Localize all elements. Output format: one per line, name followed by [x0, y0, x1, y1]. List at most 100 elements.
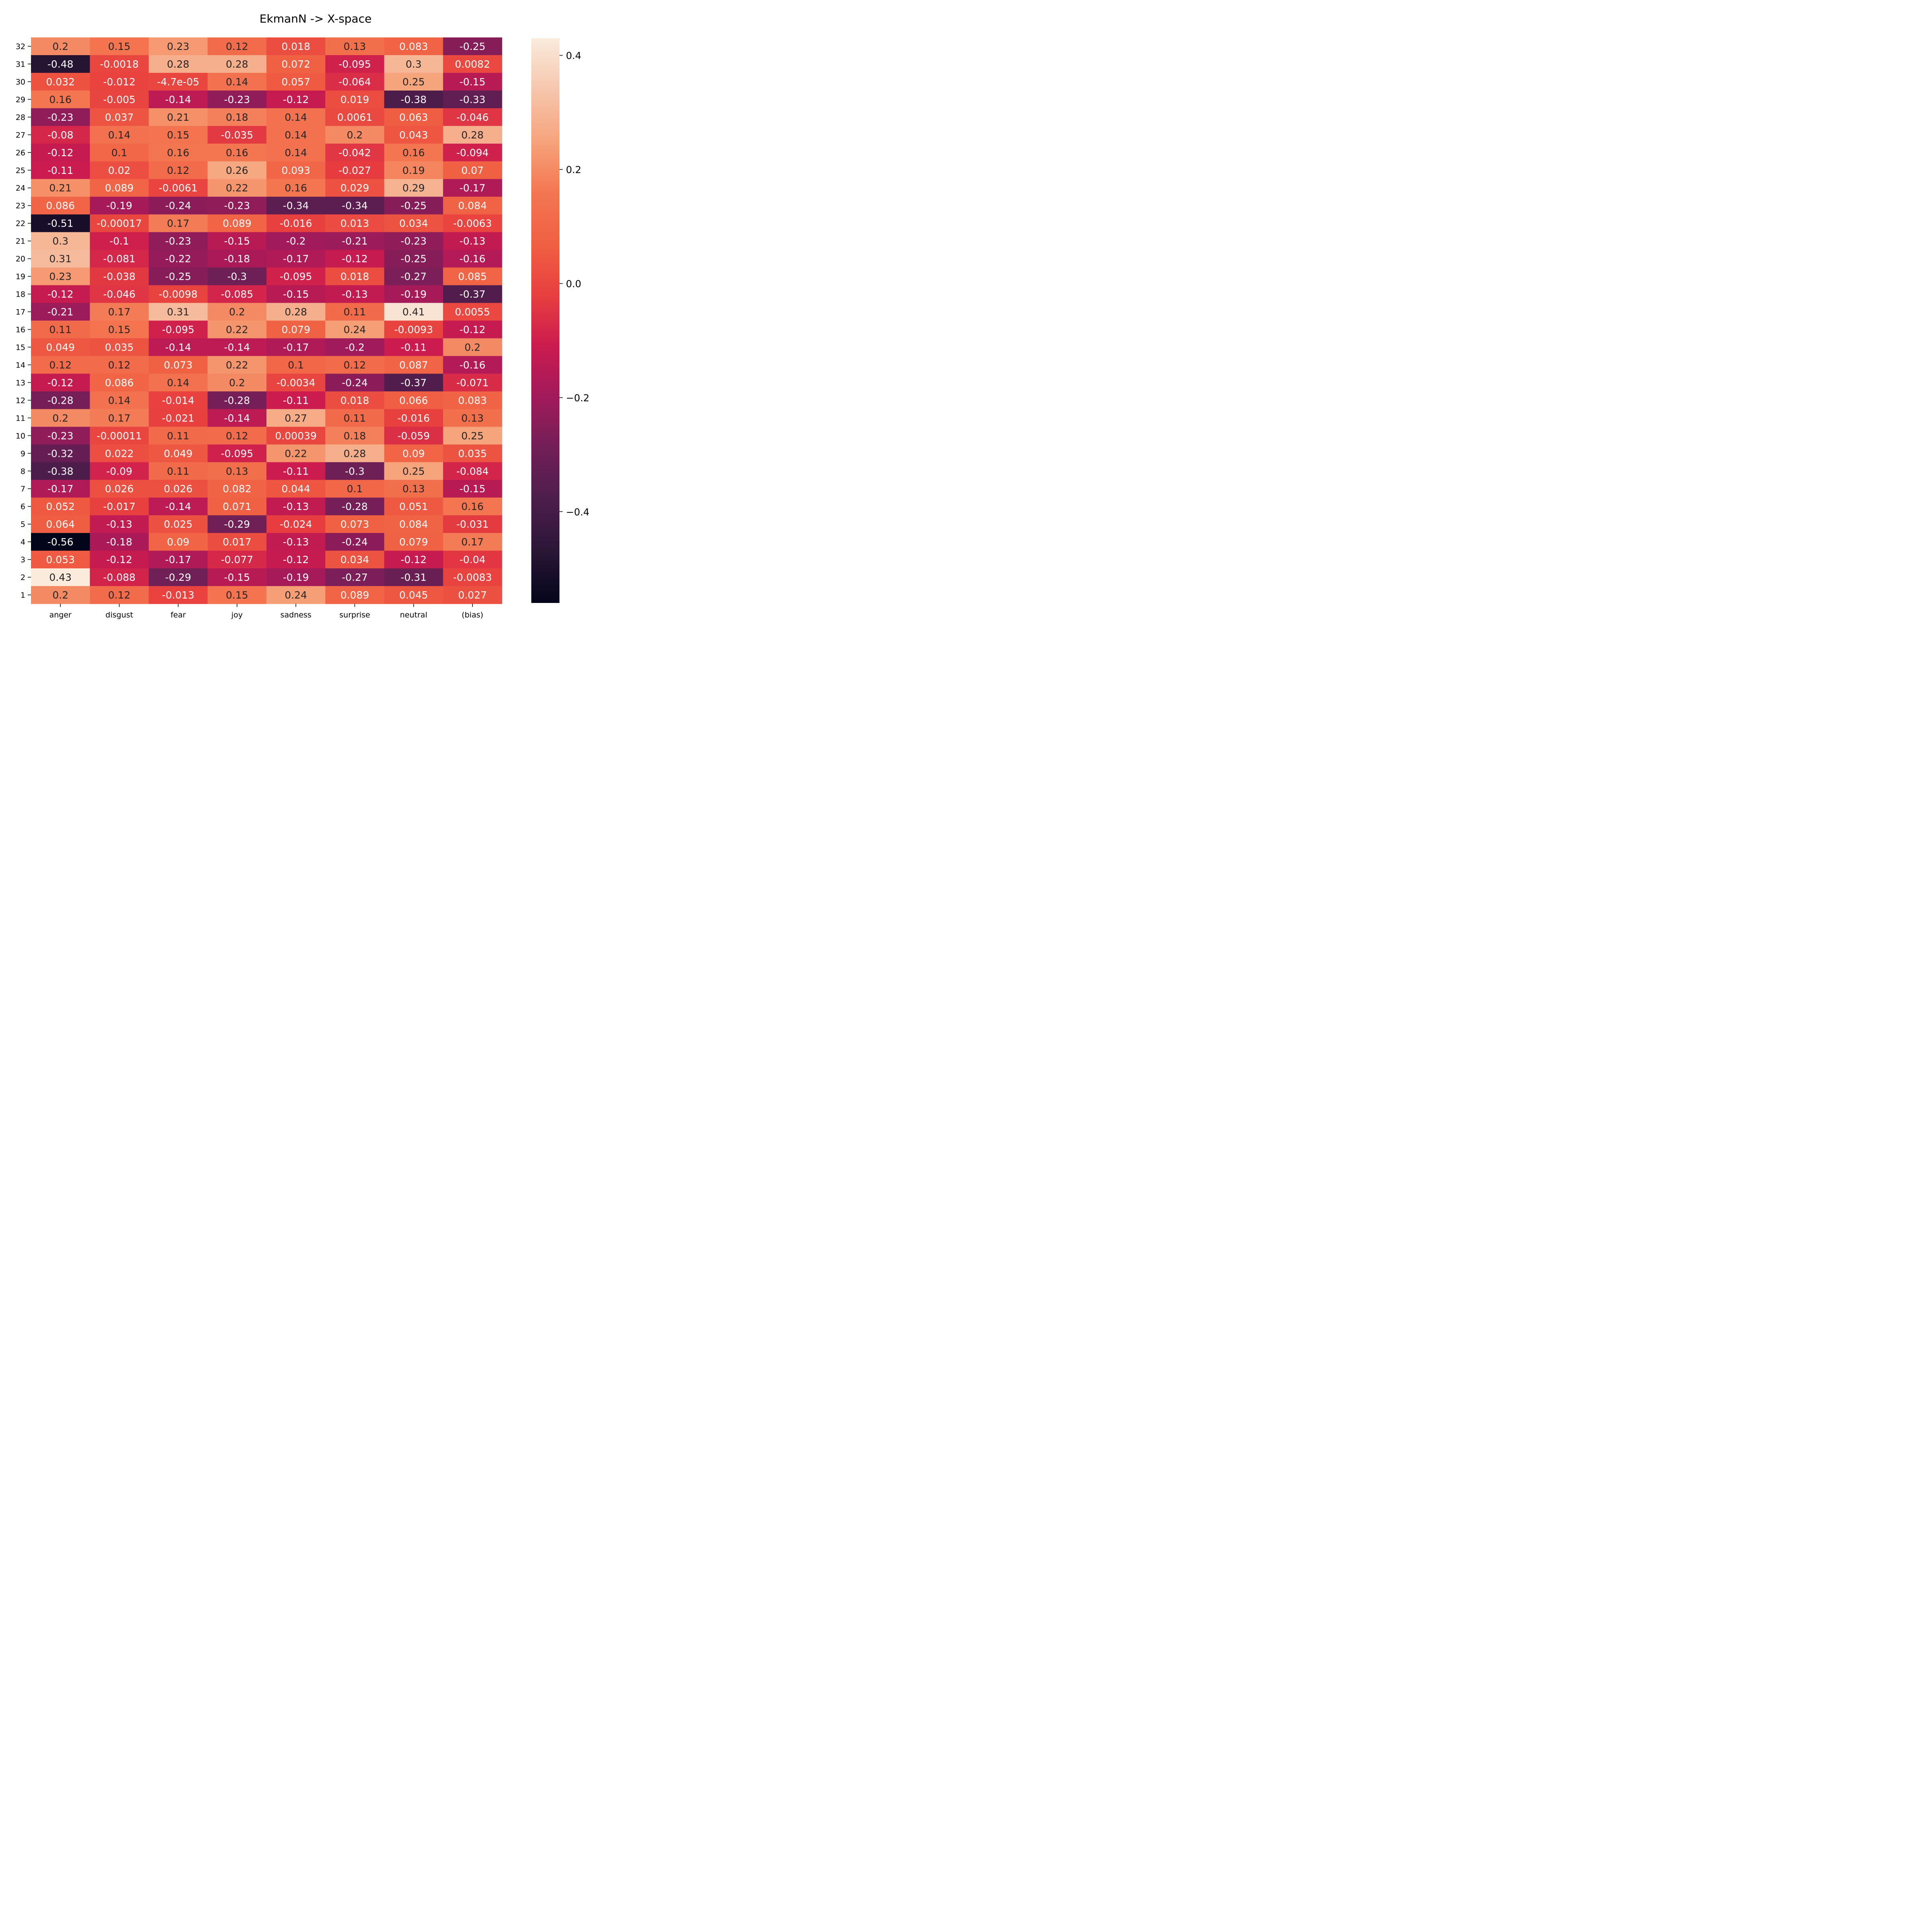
cell-value-label: 0.43 — [49, 572, 72, 583]
heatmap-cell — [207, 250, 267, 268]
heatmap-cell — [266, 444, 326, 462]
heatmap-chart: EkmanN -> X-space 0.2 0.15 0.23 0.12 0.018 0.… — [16, 12, 589, 619]
heatmap-cell — [266, 179, 326, 197]
heatmap-cell — [443, 568, 502, 586]
cell-value-label: -0.48 — [47, 58, 74, 70]
cell-value-label: -0.13 — [460, 235, 486, 247]
cell-value-label: 0.25 — [461, 430, 484, 442]
cell-value-label: -0.24 — [342, 377, 368, 388]
cell-value-label: 0.084 — [458, 200, 487, 212]
heatmap-cell — [90, 232, 149, 250]
heatmap-cell — [443, 55, 502, 73]
cell-value-label: -0.15 — [460, 76, 486, 88]
heatmap-cell — [325, 462, 385, 480]
heatmap-cell — [207, 320, 267, 339]
cell-value-label: 0.25 — [402, 76, 425, 88]
x-tick-label: fear — [171, 611, 186, 619]
heatmap-cell — [384, 232, 444, 250]
cell-value-label: -0.15 — [283, 289, 309, 300]
heatmap-cell — [31, 214, 90, 233]
heatmap-cell — [384, 161, 444, 180]
heatmap-cell — [31, 480, 90, 498]
heatmap-cell — [443, 72, 502, 91]
cell-value-label: -0.31 — [400, 572, 427, 583]
colorbar: 0.4 0.2 0.0 −0.2 −0.4 — [531, 38, 589, 603]
cell-value-label: 0.12 — [108, 359, 131, 371]
cell-value-label: 0.079 — [399, 536, 428, 548]
heatmap-cell — [266, 497, 326, 516]
y-tick-label: 2 — [21, 573, 25, 582]
cell-value-label: 0.14 — [285, 129, 307, 141]
cell-value-label: -0.085 — [221, 289, 254, 300]
heatmap-cell — [266, 250, 326, 268]
y-tick-label: 12 — [16, 396, 25, 405]
cell-value-label: -0.0061 — [159, 182, 198, 194]
cell-value-label: -0.38 — [47, 465, 74, 477]
cell-value-label: 0.31 — [167, 306, 190, 318]
heatmap-cell — [325, 196, 385, 215]
cell-value-label: -0.11 — [47, 165, 74, 176]
cell-value-label: -0.34 — [283, 200, 309, 212]
cell-value-label: 0.41 — [402, 306, 425, 318]
heatmap-cell — [149, 55, 208, 73]
heatmap-cell — [325, 250, 385, 268]
heatmap-cell — [443, 90, 502, 109]
cell-value-label: 0.28 — [344, 448, 366, 459]
heatmap-cell — [443, 126, 502, 144]
heatmap-cell — [149, 356, 208, 374]
cell-value-label: 0.022 — [105, 448, 134, 459]
cell-value-label: -0.005 — [103, 94, 136, 105]
cell-value-label: 0.23 — [49, 271, 72, 283]
heatmap-cell — [325, 303, 385, 321]
cell-value-label: -0.042 — [339, 147, 371, 159]
cell-value-label: 0.057 — [281, 76, 310, 88]
heatmap-cell — [325, 72, 385, 91]
cell-value-label: 0.28 — [226, 58, 248, 70]
cell-value-label: -0.084 — [456, 465, 489, 477]
colorbar-gradient — [531, 38, 559, 603]
heatmap-cell — [384, 515, 444, 533]
heatmap-cell — [149, 196, 208, 215]
heatmap-cell — [384, 533, 444, 551]
heatmap-cell — [207, 90, 267, 109]
cell-value-label: 0.17 — [108, 306, 131, 318]
cell-value-label: -0.25 — [165, 271, 191, 283]
cell-value-label: -0.081 — [103, 253, 136, 265]
cell-value-label: 0.24 — [344, 324, 366, 336]
heatmap-cell — [207, 161, 267, 180]
heatmap-cell — [149, 320, 208, 339]
cell-value-label: -0.094 — [456, 147, 489, 159]
heatmap-cell — [149, 568, 208, 586]
cell-value-label: 0.2 — [229, 377, 245, 388]
heatmap-cell — [443, 338, 502, 357]
cell-value-label: 0.02 — [108, 165, 131, 176]
cell-value-label: 0.085 — [458, 271, 487, 283]
heatmap-cell — [266, 126, 326, 144]
heatmap-cell — [149, 232, 208, 250]
cell-value-label: 0.13 — [226, 465, 248, 477]
cell-value-label: -0.18 — [224, 253, 250, 265]
cell-value-label: -0.28 — [47, 394, 74, 406]
cell-value-label: 0.083 — [458, 394, 487, 406]
heatmap-cell — [90, 250, 149, 268]
cell-value-label: 0.3 — [52, 235, 68, 247]
heatmap-cell — [207, 126, 267, 144]
heatmap-cell — [325, 143, 385, 162]
heatmap-cell — [266, 586, 326, 604]
heatmap-cell — [384, 462, 444, 480]
heatmap-cell — [31, 37, 90, 56]
cell-value-label: -0.11 — [283, 465, 309, 477]
heatmap-cell — [443, 108, 502, 126]
heatmap-cell — [266, 515, 326, 533]
cell-value-label: -0.04 — [460, 554, 486, 566]
heatmap-cells: 0.2 0.15 0.23 0.12 0.018 0.13 0.083 -0.25 -0.48 -… — [31, 37, 502, 604]
x-tick-label: joy — [231, 611, 243, 619]
cell-value-label: 0.16 — [461, 501, 484, 512]
heatmap-cell — [325, 37, 385, 56]
cell-value-label: 0.27 — [285, 412, 307, 424]
heatmap-cell — [266, 338, 326, 357]
heatmap-cell — [266, 374, 326, 392]
cell-value-label: -0.0018 — [100, 58, 139, 70]
heatmap-cell — [325, 356, 385, 374]
cell-value-label: -0.21 — [342, 235, 368, 247]
